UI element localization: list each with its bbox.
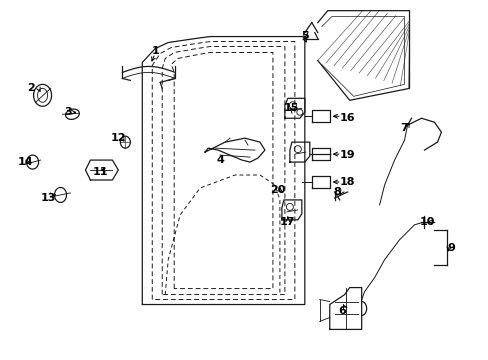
Text: 11: 11 <box>92 167 108 177</box>
Text: 12: 12 <box>110 133 126 143</box>
Text: 2: 2 <box>27 84 35 93</box>
Text: 6: 6 <box>337 306 345 316</box>
Text: 4: 4 <box>216 155 224 165</box>
Text: 3: 3 <box>64 107 72 117</box>
Text: 10: 10 <box>419 217 434 227</box>
Text: 8: 8 <box>333 187 341 197</box>
Text: 1: 1 <box>151 45 159 55</box>
Text: 13: 13 <box>41 193 56 203</box>
Text: 14: 14 <box>18 157 33 167</box>
Text: 18: 18 <box>339 177 355 187</box>
Text: 7: 7 <box>400 123 407 133</box>
Text: 17: 17 <box>280 217 295 227</box>
Text: 9: 9 <box>447 243 454 253</box>
Text: 19: 19 <box>339 150 355 160</box>
Text: 16: 16 <box>339 113 355 123</box>
Text: 15: 15 <box>284 103 299 113</box>
Text: 5: 5 <box>301 31 308 41</box>
Text: 20: 20 <box>270 185 285 195</box>
